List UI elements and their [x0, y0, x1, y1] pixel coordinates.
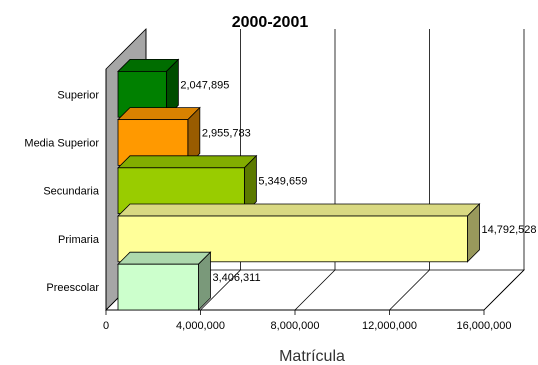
- data-label: 2,047,895: [180, 79, 229, 91]
- category-labels: Superior Media Superior Secundaria Primaria…: [24, 89, 99, 294]
- category-label: Media Superior: [24, 138, 99, 150]
- bar-top: [117, 251, 212, 265]
- chart-title: 2000-2001: [232, 14, 309, 31]
- data-label: 5,349,659: [258, 176, 307, 188]
- x-tick-label: 12,000,000: [362, 320, 417, 332]
- bar-preescolar: [117, 251, 212, 311]
- data-label: 3,406,311: [212, 272, 260, 284]
- data-label: 14,792,528: [481, 224, 536, 236]
- gridline-floor: [483, 269, 525, 311]
- gridline-floor: [389, 269, 430, 311]
- bar-front: [117, 263, 199, 311]
- category-label: Superior: [57, 89, 99, 101]
- category-label: Primaria: [58, 234, 100, 246]
- x-tick-label: 8,000,000: [271, 320, 320, 332]
- data-labels: 2,047,895 2,955,783 5,349,659 14,792,528 3,4…: [180, 79, 536, 284]
- bar-top: [117, 155, 258, 169]
- data-label: 2,955,783: [202, 128, 251, 140]
- x-tick-label: 4,000,000: [176, 320, 225, 332]
- bars: [117, 58, 481, 311]
- x-tick-labels: 0 4,000,000 8,000,000 12,000,000 16,000,000: [103, 320, 512, 332]
- gridline-floor: [294, 269, 336, 311]
- x-tick-label: 16,000,000: [456, 320, 511, 332]
- bar-top: [117, 107, 201, 121]
- bar-top: [117, 203, 481, 217]
- category-label: Preescolar: [46, 282, 99, 294]
- x-axis-title: Matrícula: [279, 348, 345, 365]
- x-tick-label: 0: [103, 320, 109, 332]
- gridline-floor: [200, 269, 241, 311]
- category-label: Secundaria: [43, 186, 100, 198]
